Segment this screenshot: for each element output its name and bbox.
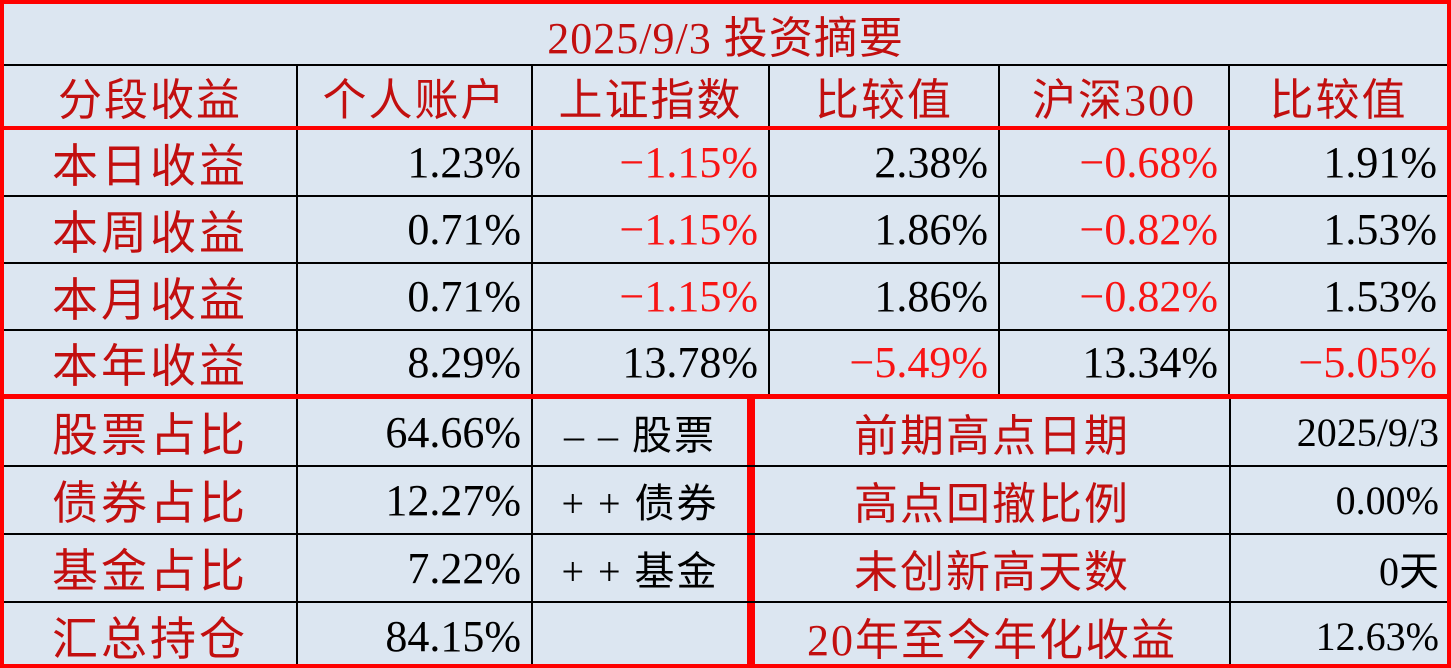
stat-value: 0天	[1379, 549, 1439, 594]
row-total-position-annualized: 汇总持仓 84.15% 20年至今年化收益 12.63%	[4, 603, 1447, 664]
header-comparison-2: 比较值	[1269, 76, 1408, 125]
row-label: 本周收益	[4, 197, 298, 262]
row-label: 本年收益	[4, 331, 298, 394]
report-title: 2025/9/3 投资摘要	[4, 4, 1447, 66]
value-cell: −1.15%	[533, 197, 770, 262]
header-segment-returns: 分段收益	[4, 66, 298, 126]
stat-value: 0.00%	[1335, 477, 1439, 523]
value-cell: 1.91%	[1323, 138, 1437, 187]
value-cell: −0.82%	[1000, 264, 1230, 329]
value-cell: 13.34%	[1000, 331, 1230, 394]
value-cell: 64.66%	[298, 399, 533, 465]
row-label: 本月收益	[4, 264, 298, 329]
value-cell: 12.27%	[298, 467, 533, 533]
value-cell: 0.71%	[298, 197, 533, 262]
value-cell: 84.15%	[298, 603, 533, 664]
value-cell: 7.22%	[298, 535, 533, 601]
value-cell: 0.71%	[298, 264, 533, 329]
table-row-daily-return: 本日收益 1.23% −1.15% 2.38% −0.68% 1.91%	[4, 130, 1447, 197]
row-stock-ratio-prev-high: 股票占比 64.66% – – 股票 前期高点日期 2025/9/3	[4, 399, 1447, 467]
table-row-monthly-return: 本月收益 0.71% −1.15% 1.86% −0.82% 1.53%	[4, 264, 1447, 331]
row-fund-ratio-days: 基金占比 7.22% + + 基金 未创新高天数 0天	[4, 535, 1447, 603]
row-label: 本日收益	[4, 130, 298, 195]
header-comparison-1: 比较值	[770, 66, 1000, 126]
row-label: 债券占比	[4, 467, 298, 533]
trend-note: + + 债券	[533, 467, 755, 533]
row-label: 汇总持仓	[4, 603, 298, 664]
stat-value: 12.63%	[1315, 613, 1439, 659]
value-cell: 1.86%	[770, 197, 1000, 262]
value-cell: −1.15%	[533, 264, 770, 329]
header-sse-index: 上证指数	[533, 66, 770, 126]
value-cell: −5.49%	[770, 331, 1000, 394]
stat-value: 2025/9/3	[1296, 409, 1439, 455]
value-cell: −5.05%	[1298, 338, 1437, 387]
returns-table: 分段收益 个人账户 上证指数 比较值 沪深300 比较值 本日收益 1.23% …	[4, 66, 1447, 399]
header-personal-account: 个人账户	[298, 66, 533, 126]
value-cell: 1.53%	[1323, 205, 1437, 254]
trend-note	[533, 603, 755, 664]
trend-note: + + 基金	[533, 535, 755, 601]
value-cell: −0.82%	[1000, 197, 1230, 262]
stat-label: 高点回撤比例	[755, 467, 1231, 533]
value-cell: 2.38%	[770, 130, 1000, 195]
stat-label: 未创新高天数	[755, 535, 1231, 601]
value-cell: −1.15%	[533, 130, 770, 195]
table-row-weekly-return: 本周收益 0.71% −1.15% 1.86% −0.82% 1.53%	[4, 197, 1447, 264]
value-cell: 1.23%	[298, 130, 533, 195]
value-cell: 1.86%	[770, 264, 1000, 329]
portfolio-stats-section: 股票占比 64.66% – – 股票 前期高点日期 2025/9/3 债券占比 …	[4, 399, 1447, 664]
row-label: 基金占比	[4, 535, 298, 601]
table-row-yearly-return: 本年收益 8.29% 13.78% −5.49% 13.34% −5.05%	[4, 331, 1447, 399]
stat-label: 前期高点日期	[755, 399, 1231, 465]
returns-header-row: 分段收益 个人账户 上证指数 比较值 沪深300 比较值	[4, 66, 1447, 130]
stat-label: 20年至今年化收益	[755, 603, 1231, 664]
value-cell: 1.53%	[1323, 272, 1437, 321]
value-cell: 13.78%	[533, 331, 770, 394]
value-cell: −0.68%	[1000, 130, 1230, 195]
row-bond-ratio-drawdown: 债券占比 12.27% + + 债券 高点回撤比例 0.00%	[4, 467, 1447, 535]
value-cell: 8.29%	[298, 331, 533, 394]
trend-note: – – 股票	[533, 399, 755, 465]
header-csi300: 沪深300	[1000, 66, 1230, 126]
row-label: 股票占比	[4, 399, 298, 465]
